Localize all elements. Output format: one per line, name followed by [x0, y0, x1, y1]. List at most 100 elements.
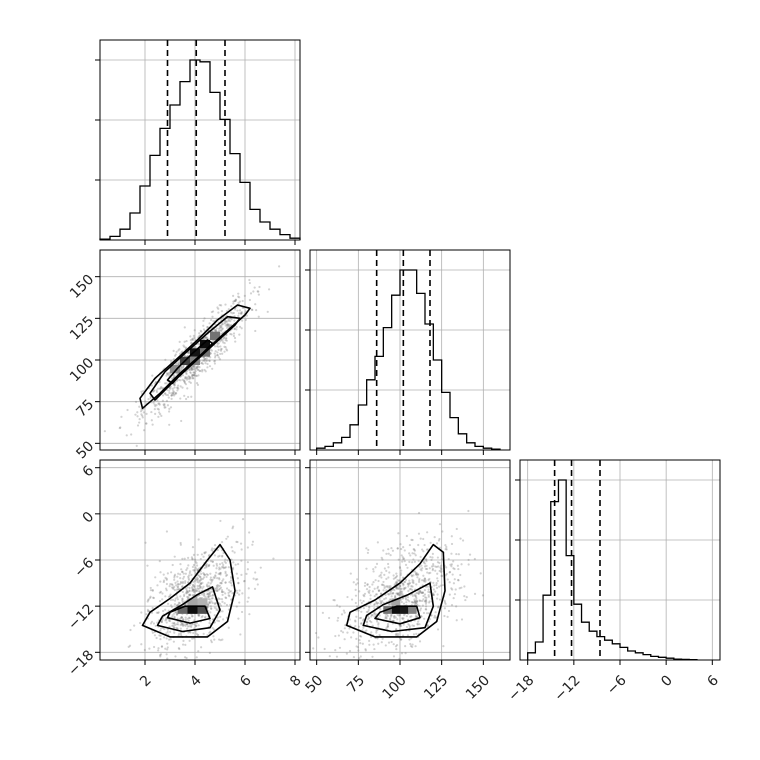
scatter-point: [335, 604, 339, 607]
scatter-point: [218, 566, 221, 569]
scatter-point: [396, 579, 399, 582]
scatter-point: [404, 563, 408, 566]
scatter-point: [395, 586, 398, 589]
scatter-point: [171, 584, 174, 587]
scatter-point: [386, 625, 389, 628]
scatter-point: [182, 379, 186, 382]
scatter-point: [437, 539, 441, 542]
scatter-point: [190, 341, 193, 344]
scatter-point: [384, 615, 387, 618]
scatter-point: [211, 367, 214, 370]
scatter-point: [201, 577, 205, 581]
scatter-point: [359, 616, 363, 620]
scatter-point: [215, 607, 218, 610]
tick-label-x: 6: [237, 672, 255, 690]
scatter-point: [401, 560, 404, 563]
scatter-point: [221, 579, 224, 583]
scatter-point: [417, 559, 420, 563]
scatter-point: [386, 586, 389, 589]
scatter-point: [365, 610, 368, 614]
scatter-point: [158, 560, 161, 563]
scatter-point: [177, 603, 180, 606]
scatter-point: [384, 616, 387, 620]
scatter-point: [354, 624, 357, 628]
scatter-point: [366, 551, 370, 554]
scatter-point: [184, 624, 187, 628]
scatter-point: [194, 588, 197, 591]
scatter-point: [200, 361, 204, 365]
scatter-point: [188, 375, 191, 378]
scatter-point: [198, 579, 201, 582]
scatter-point: [159, 638, 162, 641]
tick-label-y: −6: [71, 555, 97, 581]
scatter-point: [191, 365, 195, 368]
scatter-point: [173, 578, 176, 581]
scatter-point: [166, 646, 169, 649]
scatter-point: [418, 590, 422, 593]
scatter-point: [180, 419, 183, 423]
scatter-point: [158, 403, 161, 406]
scatter-point: [193, 623, 196, 626]
scatter-point: [415, 597, 418, 600]
scatter-point: [210, 600, 213, 603]
scatter-point: [408, 638, 411, 641]
scatter-point: [419, 609, 422, 612]
scatter-point: [229, 320, 232, 323]
scatter-point: [409, 615, 412, 618]
scatter-point: [204, 615, 207, 618]
scatter-point: [210, 310, 213, 314]
scatter-point: [220, 541, 224, 544]
scatter-point: [214, 329, 218, 332]
scatter-point: [415, 615, 418, 618]
scatter-point: [173, 631, 176, 634]
scatter-point: [168, 625, 171, 628]
scatter-point: [398, 657, 401, 660]
scatter-point: [213, 345, 217, 348]
scatter-point: [425, 598, 428, 602]
scatter-point: [225, 574, 228, 577]
scatter-point: [348, 649, 352, 653]
scatter-point: [165, 399, 169, 402]
density-cell: [197, 606, 208, 614]
scatter-point: [231, 525, 235, 528]
scatter-point: [194, 367, 197, 370]
scatter-point: [190, 367, 193, 370]
scatter-point: [192, 374, 196, 377]
scatter-point: [207, 593, 210, 596]
scatter-point: [195, 656, 198, 659]
scatter-point: [214, 575, 217, 578]
scatter-point: [165, 382, 168, 385]
scatter-point: [136, 424, 140, 427]
scatter-point: [183, 557, 186, 560]
scatter-point: [211, 594, 214, 597]
density-cell: [408, 606, 417, 614]
scatter-point: [188, 570, 192, 573]
scatter-point: [399, 591, 402, 594]
scatter-point: [388, 571, 391, 574]
scatter-point: [427, 572, 431, 575]
scatter-point: [204, 551, 207, 554]
scatter-point: [421, 548, 424, 551]
scatter-point: [231, 312, 234, 315]
scatter-point: [423, 593, 427, 596]
panel-background: [100, 40, 300, 240]
scatter-point: [186, 623, 189, 626]
histogram-panel-2: [305, 249, 511, 455]
scatter-point: [392, 592, 395, 595]
scatter-point: [422, 550, 425, 553]
scatter-point: [186, 351, 190, 354]
scatter-point: [149, 622, 153, 625]
scatter-point: [433, 536, 436, 539]
scatter-point: [168, 423, 171, 426]
scatter-point: [180, 585, 184, 589]
scatter-point: [224, 324, 227, 327]
scatter-point: [368, 606, 371, 609]
scatter-point: [194, 625, 198, 628]
scatter-point: [413, 598, 416, 601]
scatter-point: [149, 396, 152, 399]
scatter-point: [402, 588, 406, 591]
scatter-point: [432, 563, 435, 566]
scatter-point: [354, 594, 358, 597]
scatter-point: [218, 358, 222, 361]
scatter-point: [168, 386, 171, 390]
